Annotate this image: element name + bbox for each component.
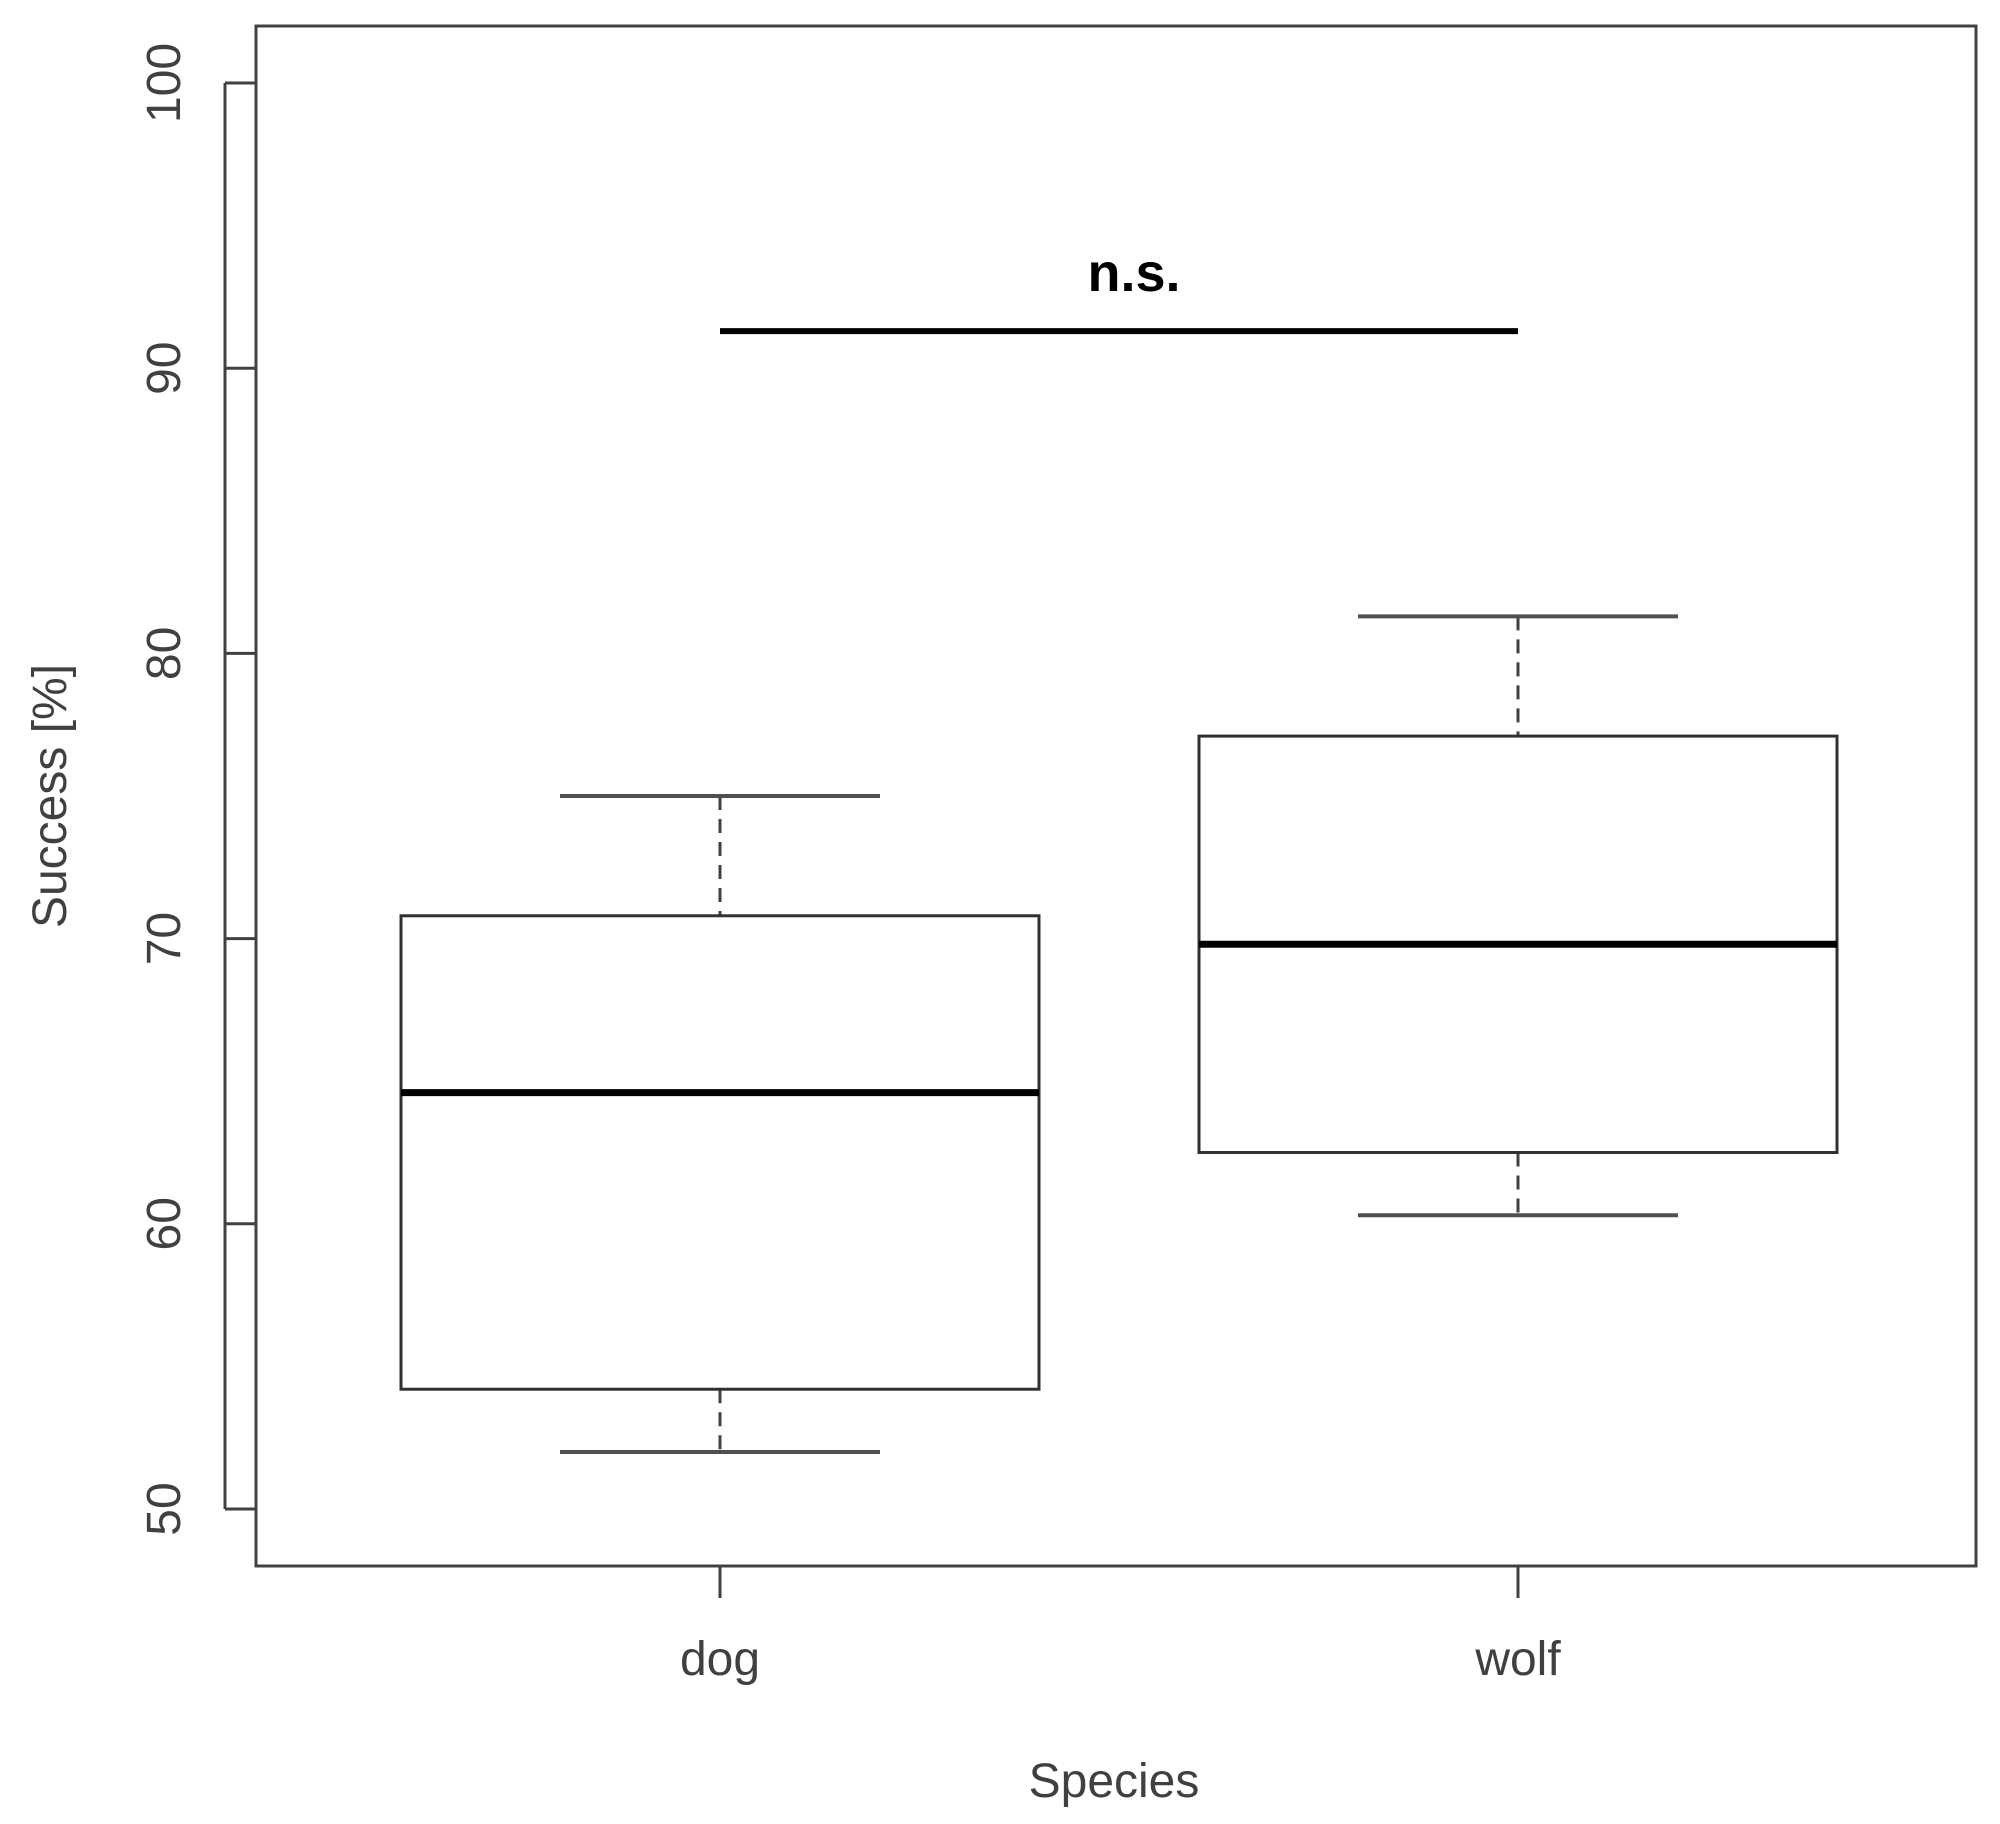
x-axis: dog wolf bbox=[680, 1566, 1561, 1686]
y-tick-label: 90 bbox=[138, 342, 191, 395]
y-tick-label: 60 bbox=[138, 1197, 191, 1250]
box-rect bbox=[399, 914, 1041, 1391]
y-tick-label: 70 bbox=[138, 912, 191, 965]
boxes-group bbox=[399, 614, 1839, 1454]
y-axis: 50 60 70 80 90 100 bbox=[138, 43, 256, 1536]
x-axis-label: Species bbox=[1029, 1755, 1200, 1808]
annotations-group: n.s. bbox=[720, 243, 1518, 335]
box-wolf bbox=[1197, 614, 1839, 1218]
plot-frame bbox=[254, 24, 1978, 1568]
x-tick-label: dog bbox=[680, 1633, 760, 1686]
y-tick-label: 100 bbox=[138, 43, 191, 123]
y-tick-label: 50 bbox=[138, 1482, 191, 1535]
y-tick-label: 80 bbox=[138, 627, 191, 680]
y-axis-label: Success [%] bbox=[24, 664, 77, 928]
x-tick-label: wolf bbox=[1474, 1633, 1561, 1686]
box-dog bbox=[399, 794, 1041, 1454]
significance-label: n.s. bbox=[1087, 243, 1180, 303]
